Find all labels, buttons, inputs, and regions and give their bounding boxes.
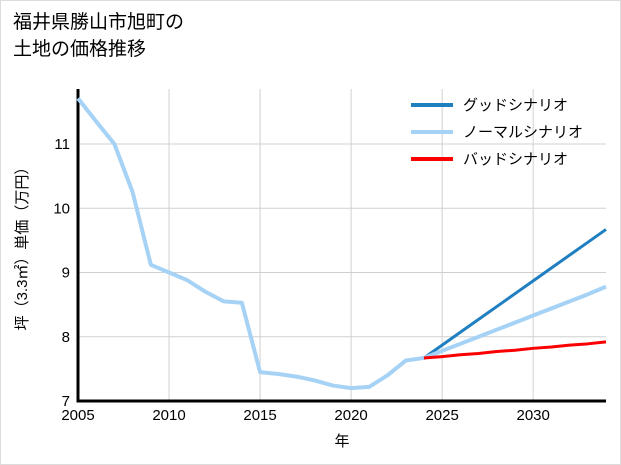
page-title: 福井県勝山市旭町の 土地の価格推移 [13,12,185,60]
axis-spines [76,89,606,403]
y-axis-title: 坪（3.3㎡）単価（万円） [14,160,31,331]
x-tick-label: 2025 [425,407,458,424]
y-tick-label: 11 [54,136,70,153]
y-tick-label: 8 [62,329,70,346]
series-line [423,340,607,360]
x-tick-label: 2020 [334,407,367,424]
legend-label: ノーマルシナリオ [463,124,583,141]
y-tick-label: 10 [53,200,70,217]
x-tick-label: 2010 [152,407,185,424]
series-line [423,228,607,360]
legend-label: バッドシナリオ [463,151,568,168]
x-axis-title: 年 [334,433,349,450]
legend-label: グッドシナリオ [463,97,568,114]
x-tick-label: 2015 [243,407,276,424]
y-axis-tick-labels: 7 8 9 10 11 [53,136,70,410]
y-tick-label: 9 [62,265,70,282]
x-tick-label: 2030 [516,407,549,424]
y-tick-label: 7 [62,393,70,410]
series-line [76,97,607,391]
axis-spine-path [76,89,606,403]
series-lines-group [76,97,607,391]
x-tick-label: 2005 [61,407,94,424]
x-axis-tick-labels: 2005 2010 2015 2020 2025 2030 [61,407,550,424]
